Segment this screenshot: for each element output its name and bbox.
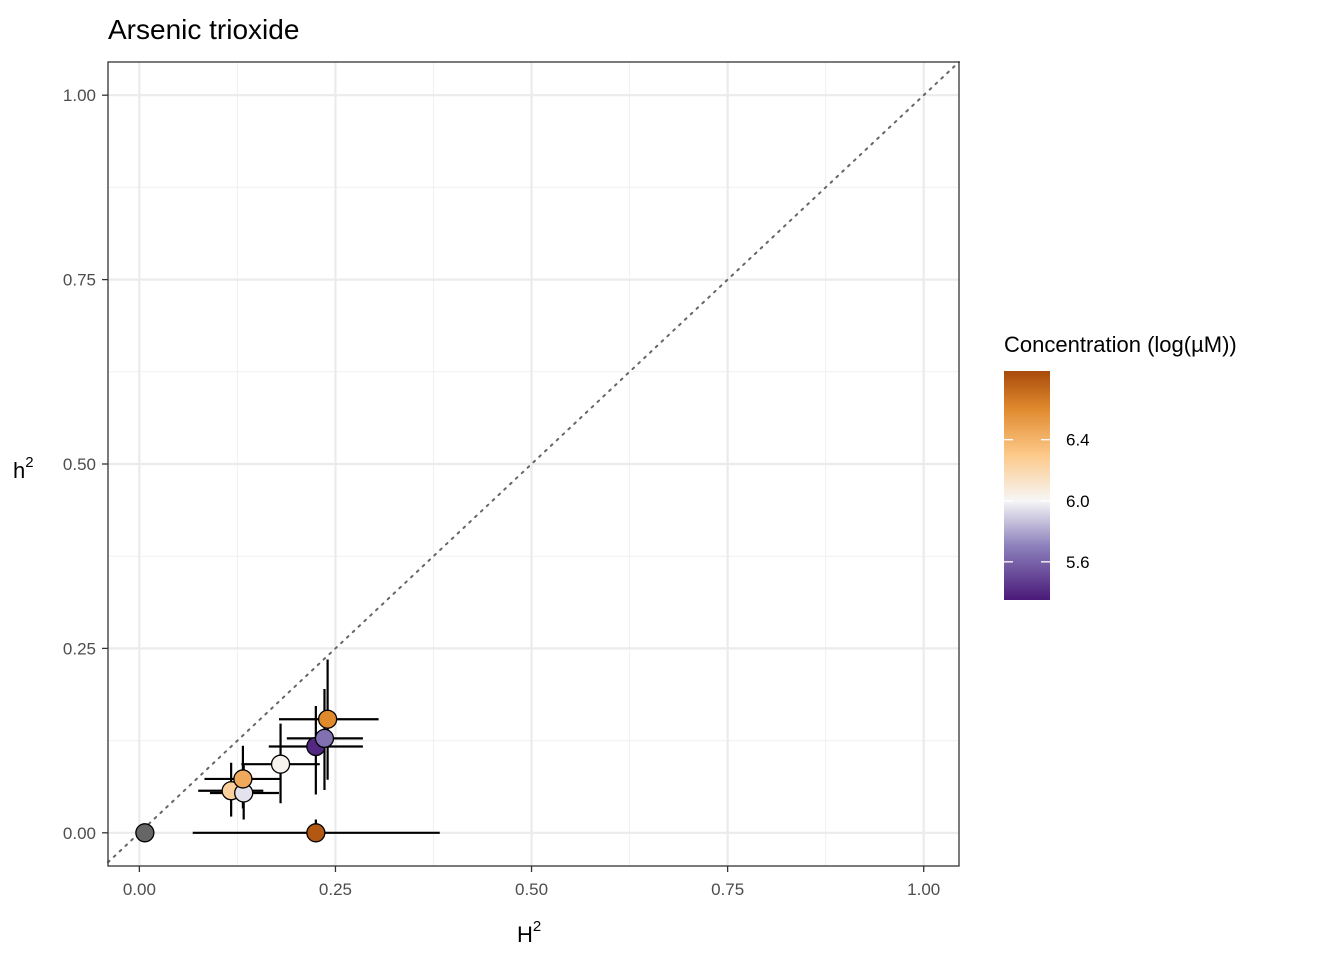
x-tick-label: 0.75 (711, 880, 744, 899)
colorbar-tick-label: 5.6 (1066, 553, 1090, 572)
data-point (314, 728, 335, 749)
legend-title: Concentration (log(µM)) (1004, 332, 1237, 357)
y-tick-label: 1.00 (63, 86, 96, 105)
x-axis-title-base: H (517, 922, 533, 947)
data-point (135, 823, 155, 843)
x-tick-label: 0.00 (123, 880, 156, 899)
y-axis-title-base: h (13, 458, 25, 483)
colorbar (1004, 371, 1050, 600)
colorbar-tick-label: 6.0 (1066, 492, 1090, 511)
y-tick-label: 0.75 (63, 271, 96, 290)
y-axis-title-sup: 2 (25, 454, 33, 471)
x-tick-label: 0.25 (319, 880, 352, 899)
y-tick-label: 0.00 (63, 824, 96, 843)
color-legend: Concentration (log(µM)) 5.6 6.0 6.4 (1004, 332, 1237, 600)
data-point (306, 823, 326, 843)
x-tick-label: 0.50 (515, 880, 548, 899)
y-tick-label: 0.50 (63, 455, 96, 474)
x-axis-title: H2 (517, 918, 541, 947)
y-tick-label: 0.25 (63, 639, 96, 658)
x-tick-label: 1.00 (907, 880, 940, 899)
reference-line-y-equals-x (107, 61, 960, 864)
colorbar-tick-label: 6.4 (1066, 431, 1090, 450)
x-axis-title-sup: 2 (533, 918, 541, 935)
data-point (233, 769, 253, 789)
data-point (270, 754, 291, 774)
data-point (317, 709, 338, 729)
y-axis-title: h2 (13, 454, 34, 483)
chart-title: Arsenic trioxide (108, 14, 299, 45)
